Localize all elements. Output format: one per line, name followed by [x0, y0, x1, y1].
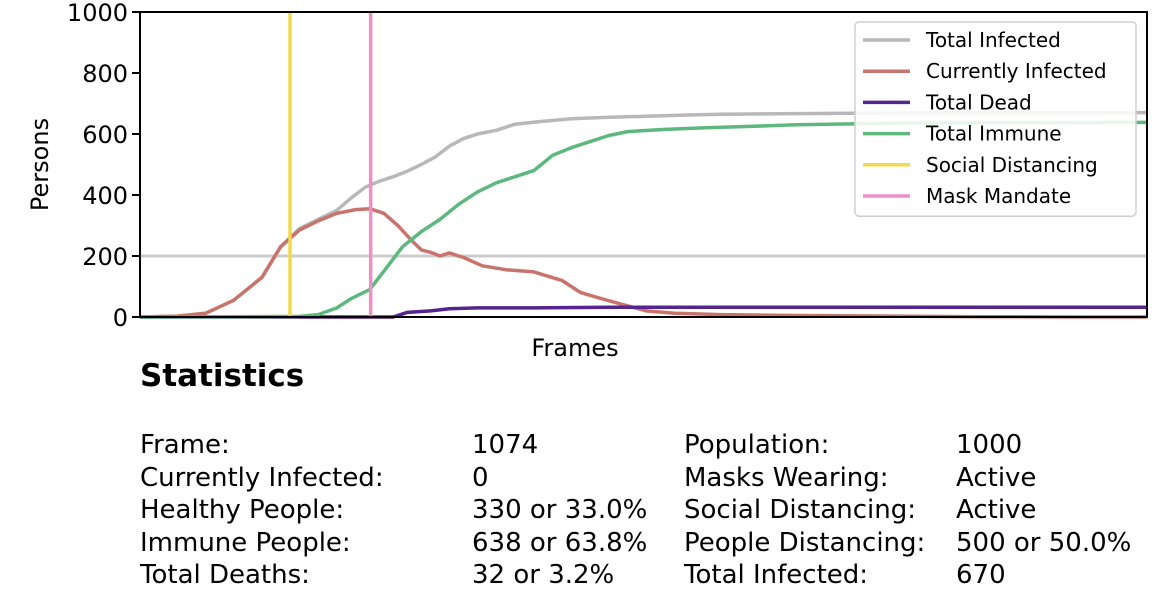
- legend-label: Total Immune: [925, 122, 1062, 146]
- stat-value: 1074: [472, 430, 539, 460]
- total-immune-line: [139, 120, 1148, 319]
- statistics-title: Statistics: [140, 358, 305, 394]
- y-axis-title: Persons: [26, 118, 54, 211]
- stat-value: 32 or 3.2%: [472, 560, 615, 590]
- stat-label: Population:: [684, 430, 830, 460]
- stat-value: Active: [956, 463, 1037, 493]
- plot-frame: [139, 11, 1148, 318]
- y-tick-label: 600: [82, 121, 128, 149]
- stat-label: Frame:: [140, 430, 230, 460]
- stat-value: 330 or 33.0%: [472, 495, 648, 525]
- chart: 0 200 400 600 800 1000 Persons Total Infected…: [26, 0, 1148, 332]
- stat-value: Active: [956, 495, 1037, 525]
- stat-value: 638 or 63.8%: [472, 528, 648, 558]
- stat-value: 1000: [956, 430, 1023, 460]
- legend-label: Total Infected: [925, 28, 1061, 52]
- x-axis-title: Frames: [531, 334, 619, 362]
- stat-label: People Distancing:: [684, 528, 926, 558]
- legend-label: Currently Infected: [926, 59, 1107, 83]
- stat-value: 670: [956, 560, 1006, 590]
- stat-value: 0: [472, 463, 489, 493]
- y-tick-label: 800: [82, 60, 128, 88]
- total-dead-line: [140, 305, 1147, 319]
- stat-label: Currently Infected:: [140, 463, 384, 493]
- legend-label: Social Distancing: [926, 153, 1098, 177]
- legend-box: [854, 21, 1137, 217]
- y-tick-label: 1000: [67, 0, 128, 27]
- y-tick-label: 400: [82, 182, 128, 210]
- y-tick-label: 0: [113, 304, 128, 332]
- legend-label: Mask Mandate: [926, 184, 1071, 208]
- legend: Total Infected Currently Infected Total De…: [854, 21, 1137, 217]
- stat-label: Masks Wearing:: [684, 463, 889, 493]
- stat-label: Healthy People:: [140, 495, 345, 525]
- legend-label: Total Dead: [925, 90, 1032, 114]
- stat-value: 500 or 50.0%: [956, 528, 1132, 558]
- stat-label: Social Distancing:: [684, 495, 917, 525]
- y-tick-label: 200: [82, 243, 128, 271]
- stat-label: Total Deaths:: [140, 560, 310, 590]
- stat-label: Total Infected:: [684, 560, 869, 590]
- stat-label: Immune People:: [140, 528, 351, 558]
